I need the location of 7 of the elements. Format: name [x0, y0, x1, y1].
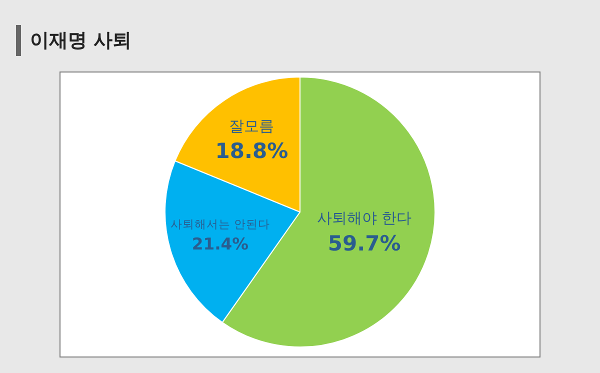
chart-title: 이재명 사퇴 [30, 30, 132, 52]
data-label: 59.7% [328, 232, 401, 256]
slice-label: 사퇴해야 한다 [316, 209, 412, 228]
data-label: 21.4% [192, 234, 249, 254]
slice-label: 사퇴해서는 안된다 [170, 217, 270, 232]
slice-label: 잘모름 [229, 116, 274, 135]
data-label: 18.8% [215, 139, 288, 164]
